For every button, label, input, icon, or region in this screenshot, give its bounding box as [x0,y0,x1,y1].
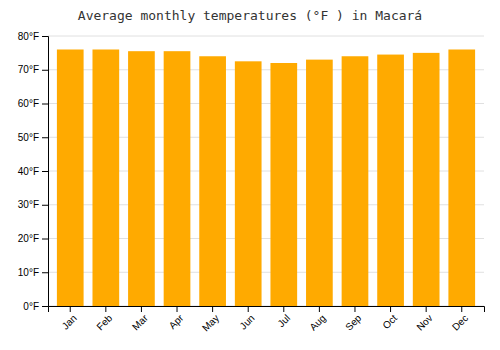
bar [57,50,84,307]
tick: 0°F [23,301,48,312]
tick-label: 60°F [18,98,39,109]
tick-label: 70°F [18,64,39,75]
grid-line [48,36,484,37]
tick: Jun [238,306,257,332]
bar [235,61,262,306]
tick-label: Dec [450,312,470,332]
tick: Jan [60,306,79,332]
tick-mark [248,306,249,312]
tick-label: Mar [130,312,150,332]
tick-mark [141,306,142,312]
bar [413,53,440,306]
tick-label: 40°F [18,166,39,177]
tick-label: 10°F [18,267,39,278]
plot: 0°F 10°F 20°F 30°F 40°F 50°F 60°F 70°F 80°F Jan Fe… [18,31,485,334]
tick: Jul [275,306,292,329]
tick: Dec [450,306,470,333]
tick: 60°F [18,98,48,109]
tick: 50°F [18,132,48,143]
tick: Feb [94,306,114,332]
bar [377,55,404,306]
tick-mark [42,306,48,307]
axis-line [49,307,485,313]
tick-label: Aug [308,312,328,332]
bar [164,51,191,306]
tick-mark [105,306,106,312]
tick-mark [42,171,48,172]
tick-mark [42,137,48,138]
tick-mark [42,36,48,37]
grid [48,36,484,306]
tick: 40°F [18,166,48,177]
tick-label: Apr [167,312,186,331]
tick-mark [319,306,320,312]
axis-line [42,37,49,307]
bar [306,60,333,306]
tick-mark [42,239,48,240]
tick-label: Nov [414,312,434,332]
tick-mark [426,306,427,312]
x-axis: Jan Feb Mar Apr May Jun Jul Aug Sep Oct Nov Dec [49,306,485,334]
tick: Nov [414,306,434,333]
tick: 20°F [18,233,48,244]
tick: 70°F [18,64,48,75]
tick-mark [283,306,284,312]
tick-mark [42,104,48,105]
tick-mark [390,306,391,312]
tick-mark [212,306,213,312]
bar [128,51,155,306]
tick-label: 20°F [18,233,39,244]
tick: 80°F [18,31,48,42]
bars [57,50,475,307]
bar [199,56,226,306]
tick-mark [177,306,178,312]
tick-label: Sep [343,312,364,333]
tick-label: 30°F [18,199,39,210]
tick-label: May [200,312,221,333]
tick-mark [461,306,462,312]
tick-label: 50°F [18,132,39,143]
tick: Apr [167,306,186,331]
tick: Aug [308,306,328,333]
tick-mark [354,306,355,312]
tick-label: 0°F [23,301,39,312]
tick-mark [42,70,48,71]
bar [342,56,369,306]
tick-label: 80°F [18,31,39,42]
bar [270,63,297,306]
bar [448,50,475,307]
bar [92,50,119,307]
tick-label: Feb [94,312,114,332]
tick: Mar [130,306,150,332]
tick-mark [42,272,48,273]
tick: Oct [380,306,399,331]
title: Average monthly temperatures (°F ) in Ma… [78,8,422,23]
tick: May [200,306,221,334]
chart: Average monthly temperatures (°F ) in Ma… [0,0,500,350]
tick-label: Jun [238,312,257,331]
tick: 30°F [18,199,48,210]
tick-mark [42,205,48,206]
tick-label: Jul [275,312,292,329]
y-axis: 0°F 10°F 20°F 30°F 40°F 50°F 60°F 70°F 80°F [18,31,49,312]
tick: 10°F [18,267,48,278]
tick: Sep [343,306,364,333]
tick-label: Oct [380,312,399,331]
tick-mark [70,306,71,312]
tick-label: Jan [60,312,79,331]
